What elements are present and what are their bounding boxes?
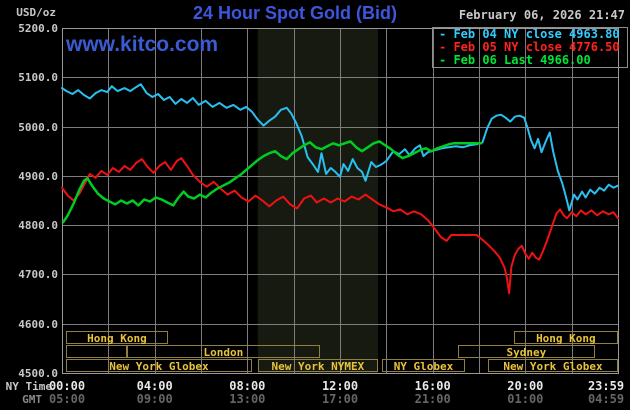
y-axis-units-label: USD/oz <box>16 6 56 19</box>
x-tick-label-ny: 16:00 <box>414 379 451 393</box>
legend-item: - Feb 04 NY close 4963.80 <box>439 27 620 41</box>
session-box-ny-globex <box>381 359 466 372</box>
session-label: Hong Kong <box>536 332 596 345</box>
x-tick-label-ny: 23:59 <box>587 379 625 393</box>
session-label: New York Globex <box>109 360 209 373</box>
session-box-new-york-globex <box>488 359 618 372</box>
session-label: NY Globex <box>393 360 454 373</box>
session-label: New York Globex <box>503 360 603 373</box>
x-tick-label-gmt: 01:00 <box>507 392 544 406</box>
x-tick-label-ny: 08:00 <box>229 379 266 393</box>
series-line-feb-04-ny-close <box>61 83 619 212</box>
session-label: London <box>203 346 244 359</box>
kitco-logo-link[interactable]: www.kitco.com <box>66 33 219 56</box>
y-tick-label: 5200.0 <box>18 22 58 35</box>
y-tick-label: 4500.0 <box>18 367 58 380</box>
x-tick-label-gmt: 21:00 <box>414 392 451 406</box>
x-tick-label-ny: 00:00 <box>48 379 86 393</box>
y-tick-label: 5000.0 <box>18 120 58 134</box>
x-tick-label-gmt: 05:00 <box>48 392 86 406</box>
x-tick-label-gmt: 09:00 <box>136 392 173 406</box>
page-title: 24 Hour Spot Gold (Bid) <box>193 3 397 23</box>
ny-time-axis-caption: NY Time <box>5 380 52 393</box>
legend-item: - Feb 05 NY close 4776.50 <box>439 40 620 54</box>
session-label: Hong Kong <box>87 332 147 345</box>
series-line-feb-06-last <box>61 140 483 224</box>
session-label: Sydney <box>506 346 547 359</box>
plot-border <box>62 28 619 374</box>
session-box-hong-kong <box>65 331 168 344</box>
gmt-axis-caption: GMT <box>22 393 42 406</box>
y-tick-label: 4900.0 <box>18 169 58 183</box>
x-tick-label-gmt: 13:00 <box>229 392 266 406</box>
x-tick-label-ny: 12:00 <box>321 379 359 393</box>
session-box-new-york-globex <box>65 359 252 372</box>
y-tick-label: 4800.0 <box>18 219 58 233</box>
session-box-blank <box>65 345 127 358</box>
y-tick-label: 4700.0 <box>18 268 58 282</box>
x-tick-label-gmt: 04:59 <box>587 392 625 406</box>
x-tick-label-ny: 04:00 <box>136 379 173 393</box>
x-tick-label-ny: 20:00 <box>507 379 544 393</box>
chart-timestamp: February 06, 2026 21:47 <box>458 8 625 22</box>
x-tick-label-gmt: 17:00 <box>321 392 359 406</box>
session-label: New York NYMEX <box>271 360 365 373</box>
y-tick-label: 5100.0 <box>18 71 58 85</box>
session-box-hong-kong <box>513 331 618 344</box>
y-tick-label: 4600.0 <box>18 317 58 331</box>
session-box-new-york-nymex <box>257 359 378 372</box>
series-line-feb-05-ny-close <box>61 157 619 295</box>
legend-box: - Feb 04 NY close 4963.80- Feb 05 NY clo… <box>432 27 628 68</box>
session-box-sydney <box>457 345 595 358</box>
legend-item: - Feb 06 Last 4966.00 <box>439 53 591 67</box>
session-box-london <box>126 345 320 358</box>
